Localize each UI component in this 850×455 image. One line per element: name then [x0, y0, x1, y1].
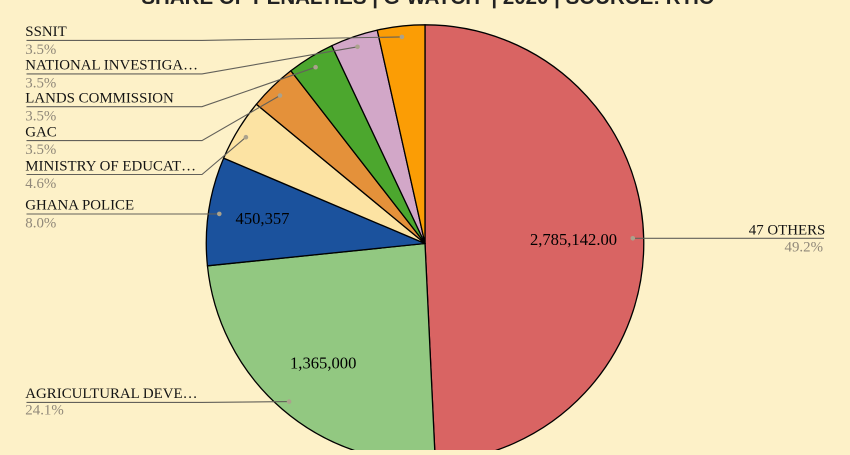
svg-text:24.1%: 24.1% [25, 403, 63, 419]
svg-text:1,365,000: 1,365,000 [290, 353, 356, 372]
svg-text:2,785,142.00: 2,785,142.00 [530, 230, 617, 249]
svg-text:GAC: GAC [25, 124, 57, 140]
svg-text:3.5%: 3.5% [25, 142, 56, 158]
svg-text:47 OTHERS: 47 OTHERS [749, 223, 826, 239]
svg-text:450,357: 450,357 [236, 209, 290, 228]
svg-text:LANDS COMMISSION: LANDS COMMISSION [25, 91, 174, 107]
svg-text:GHANA POLICE: GHANA POLICE [25, 197, 134, 213]
svg-text:8.0%: 8.0% [25, 215, 56, 231]
svg-text:3.5%: 3.5% [25, 42, 56, 58]
svg-text:3.5%: 3.5% [25, 108, 56, 124]
svg-text:4.6%: 4.6% [25, 176, 56, 192]
svg-text:AGRICULTURAL DEVE…: AGRICULTURAL DEVE… [25, 386, 197, 402]
svg-text:3.5%: 3.5% [25, 76, 56, 92]
svg-text:49.2%: 49.2% [785, 240, 823, 256]
svg-text:SHARE OF PENALTIES | G-WATCH: SHARE OF PENALTIES | G-WATCH | 2020 | SO… [141, 0, 713, 9]
svg-text:MINISTRY OF EDUCAT…: MINISTRY OF EDUCAT… [25, 158, 196, 174]
svg-text:SSNIT: SSNIT [25, 24, 66, 40]
svg-text:NATIONAL INVESTIGA…: NATIONAL INVESTIGA… [25, 58, 198, 74]
